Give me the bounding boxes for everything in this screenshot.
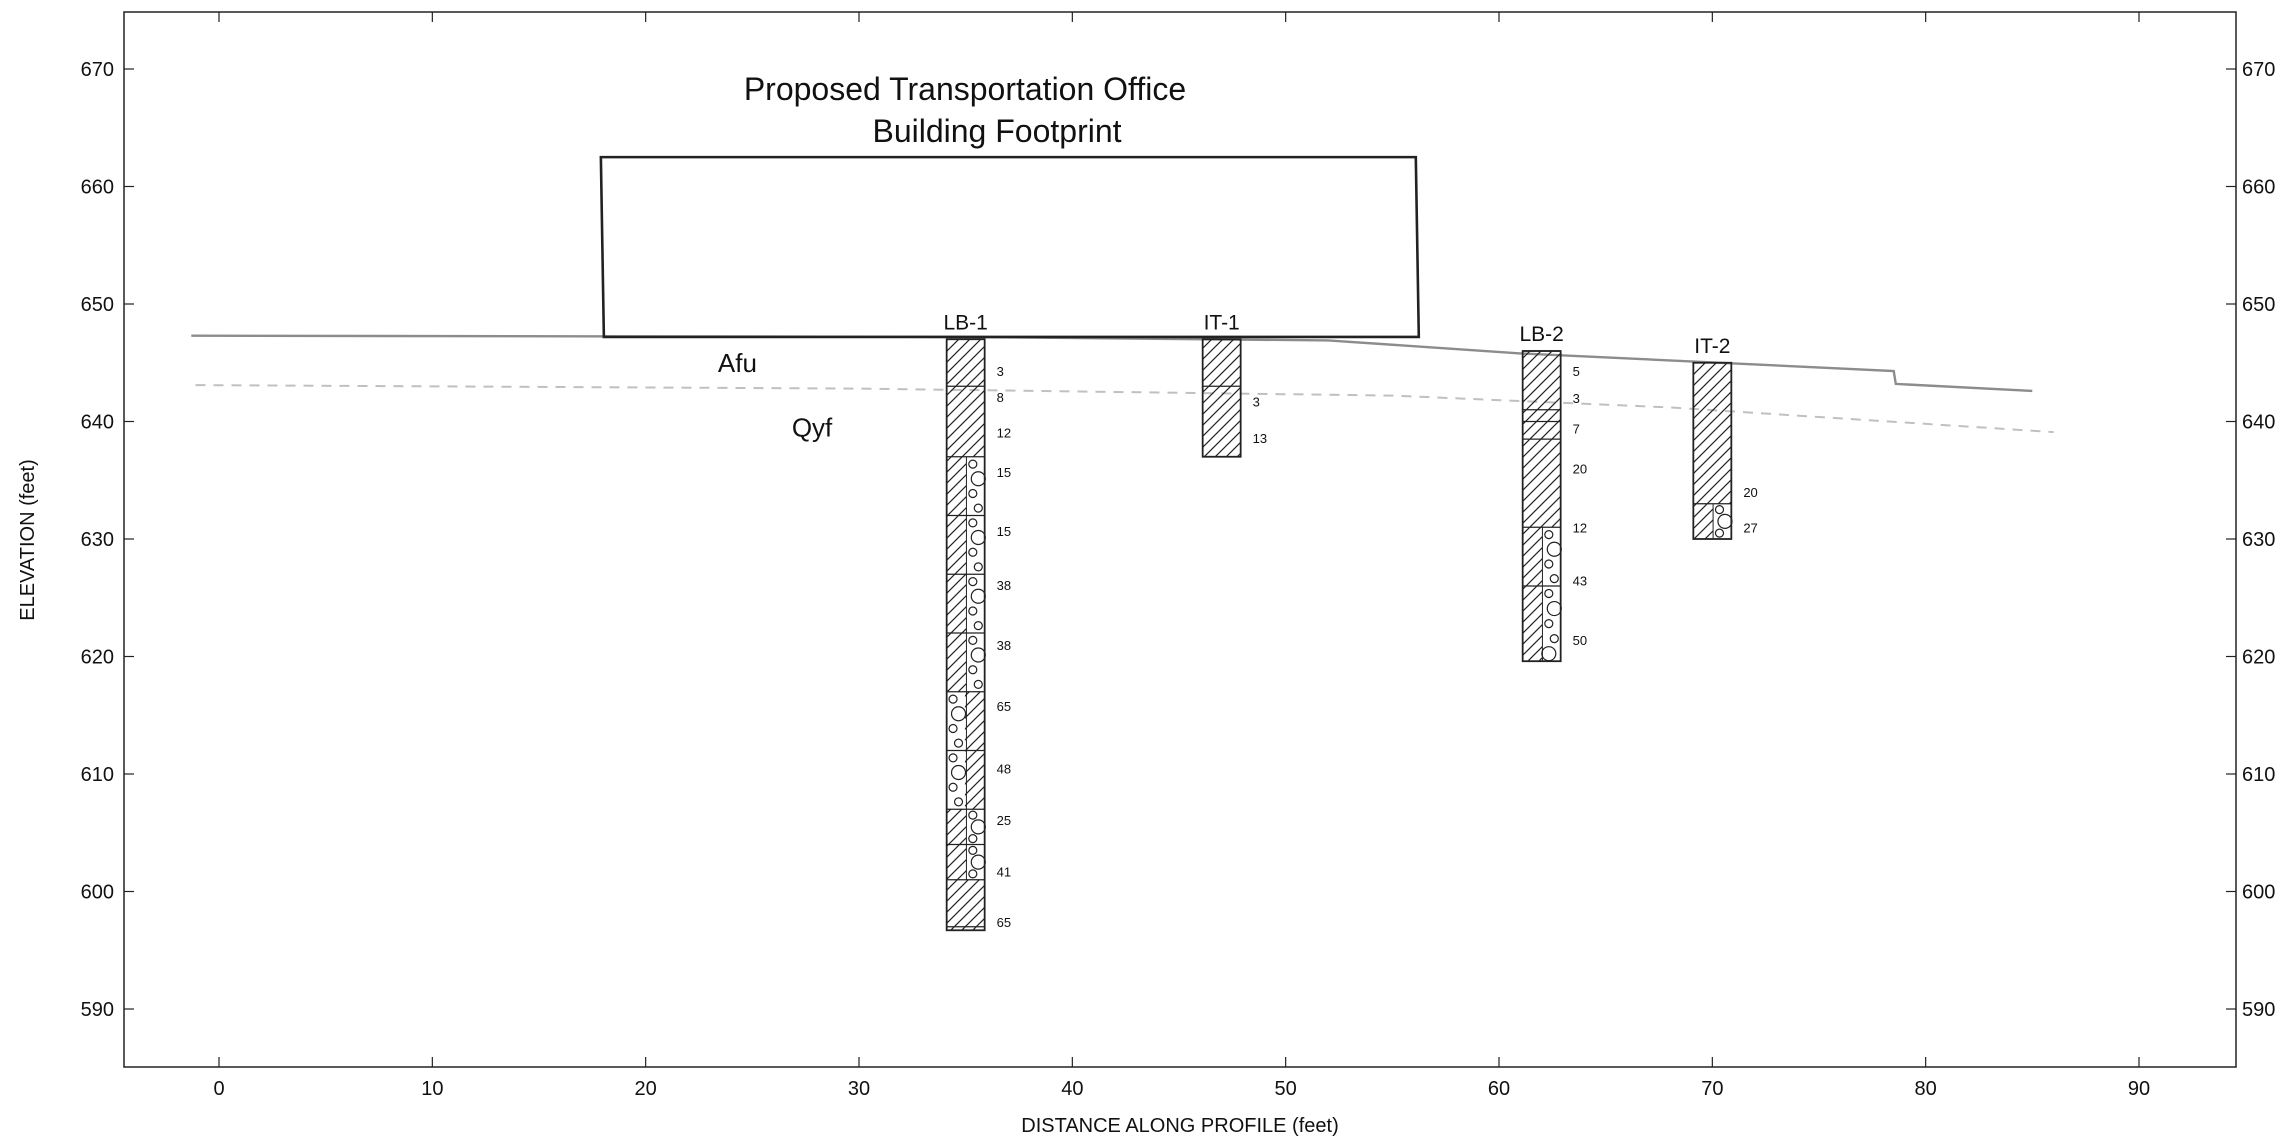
y-tick-label-right: 590 bbox=[2242, 999, 2275, 1021]
blow-count-label: 43 bbox=[1573, 573, 1587, 588]
blow-count-label: 5 bbox=[1573, 364, 1580, 379]
y-tick-label-left: 650 bbox=[81, 294, 114, 316]
axis-ticks: 0 10 20 30 40 50 60 70 80 90 590 590 600 600 610 610 620… bbox=[81, 12, 2276, 1100]
blow-count-label: 15 bbox=[997, 465, 1011, 480]
boring-layer-hatch bbox=[947, 386, 985, 457]
blow-count-label: 7 bbox=[1573, 422, 1580, 437]
geologic-contact-line bbox=[196, 385, 2054, 432]
profile-lines bbox=[191, 336, 2053, 432]
blow-count-label: 27 bbox=[1743, 520, 1757, 535]
x-tick-label: 50 bbox=[1275, 1078, 1297, 1100]
plot-frame bbox=[124, 12, 2236, 1067]
x-tick-label: 60 bbox=[1488, 1078, 1510, 1100]
boring-it-2: IT-2 20 27 bbox=[1693, 335, 1757, 539]
boring-layer-hatch bbox=[1693, 363, 1731, 504]
y-tick-label-right: 610 bbox=[2242, 764, 2275, 786]
x-tick-label: 40 bbox=[1061, 1078, 1083, 1100]
footprint-outline bbox=[601, 157, 1419, 337]
boring-name-label: IT-1 bbox=[1204, 311, 1240, 334]
building-footprint: Proposed Transportation Office Building F… bbox=[601, 71, 1419, 337]
boring-lb-2: LB-2 5 3 7 20 12 43 50 bbox=[1519, 323, 1587, 661]
y-tick-label-right: 640 bbox=[2242, 412, 2275, 434]
x-tick-label: 10 bbox=[421, 1078, 443, 1100]
boring-layer-hatch bbox=[1203, 386, 1241, 457]
boring-layer-hatch bbox=[947, 880, 985, 927]
blow-count-label: 41 bbox=[997, 865, 1011, 880]
x-tick-label: 70 bbox=[1701, 1078, 1723, 1100]
blow-count-label: 65 bbox=[997, 915, 1011, 930]
boring-layer-hatch bbox=[1203, 339, 1241, 386]
blow-count-label: 3 bbox=[1253, 395, 1260, 410]
blow-count-label: 48 bbox=[997, 761, 1011, 776]
blow-count-label: 20 bbox=[1573, 462, 1587, 477]
blow-count-label: 8 bbox=[997, 390, 1004, 405]
boring-layer-hatch bbox=[1523, 422, 1561, 440]
blow-count-label: 20 bbox=[1743, 485, 1757, 500]
y-tick-label-right: 600 bbox=[2242, 882, 2275, 904]
footprint-title-line1: Proposed Transportation Office bbox=[744, 71, 1186, 107]
boring-layer-hatch bbox=[1523, 439, 1561, 527]
boring-it-1: IT-1 3 13 bbox=[1203, 311, 1267, 457]
blow-count-label: 3 bbox=[997, 364, 1004, 379]
boring-layer-hatch bbox=[1523, 410, 1561, 422]
blow-count-label: 12 bbox=[1573, 520, 1587, 535]
y-tick-label-right: 630 bbox=[2242, 529, 2275, 551]
blow-count-label: 65 bbox=[997, 699, 1011, 714]
y-tick-label-right: 670 bbox=[2242, 59, 2275, 81]
footprint-title-line2: Building Footprint bbox=[872, 113, 1121, 149]
y-tick-label-left: 660 bbox=[81, 177, 114, 199]
blow-count-label: 38 bbox=[997, 578, 1011, 593]
y-tick-label-right: 660 bbox=[2242, 177, 2275, 199]
blow-count-label: 50 bbox=[1573, 633, 1587, 648]
boring-name-label: LB-1 bbox=[943, 311, 987, 334]
y-tick-label-left: 610 bbox=[81, 764, 114, 786]
x-tick-label: 20 bbox=[635, 1078, 657, 1100]
y-tick-label-left: 620 bbox=[81, 647, 114, 669]
x-tick-label: 30 bbox=[848, 1078, 870, 1100]
x-axis-title: DISTANCE ALONG PROFILE (feet) bbox=[1021, 1115, 1338, 1137]
boring-layer-hatch bbox=[1523, 351, 1561, 410]
x-tick-label: 80 bbox=[1915, 1078, 1937, 1100]
borings: LB-13812151538386548254165IT-1313LB-2537… bbox=[943, 311, 1757, 930]
blow-count-label: 38 bbox=[997, 638, 1011, 653]
y-tick-label-right: 620 bbox=[2242, 647, 2275, 669]
y-tick-label-left: 590 bbox=[81, 999, 114, 1021]
blow-count-label: 12 bbox=[997, 425, 1011, 440]
ground-surface-line bbox=[191, 336, 2032, 391]
y-tick-label-left: 600 bbox=[81, 882, 114, 904]
unit-label-qyf: Qyf bbox=[792, 412, 833, 442]
blow-count-label: 3 bbox=[1573, 391, 1580, 406]
boring-name-label: LB-2 bbox=[1519, 323, 1563, 346]
y-tick-label-left: 630 bbox=[81, 529, 114, 551]
y-tick-label-left: 640 bbox=[81, 412, 114, 434]
blow-count-label: 25 bbox=[997, 813, 1011, 828]
y-tick-label-left: 670 bbox=[81, 59, 114, 81]
y-tick-label-right: 650 bbox=[2242, 294, 2275, 316]
blow-count-label: 13 bbox=[1253, 431, 1267, 446]
unit-labels: Afu Qyf bbox=[718, 348, 833, 443]
boring-layer-hatch bbox=[947, 339, 985, 386]
x-tick-label: 0 bbox=[213, 1078, 224, 1100]
boring-name-label: IT-2 bbox=[1694, 335, 1730, 358]
unit-label-afu: Afu bbox=[718, 348, 757, 378]
blow-count-label: 15 bbox=[997, 524, 1011, 539]
x-tick-label: 90 bbox=[2128, 1078, 2150, 1100]
y-axis-title: ELEVATION (feet) bbox=[17, 459, 39, 621]
